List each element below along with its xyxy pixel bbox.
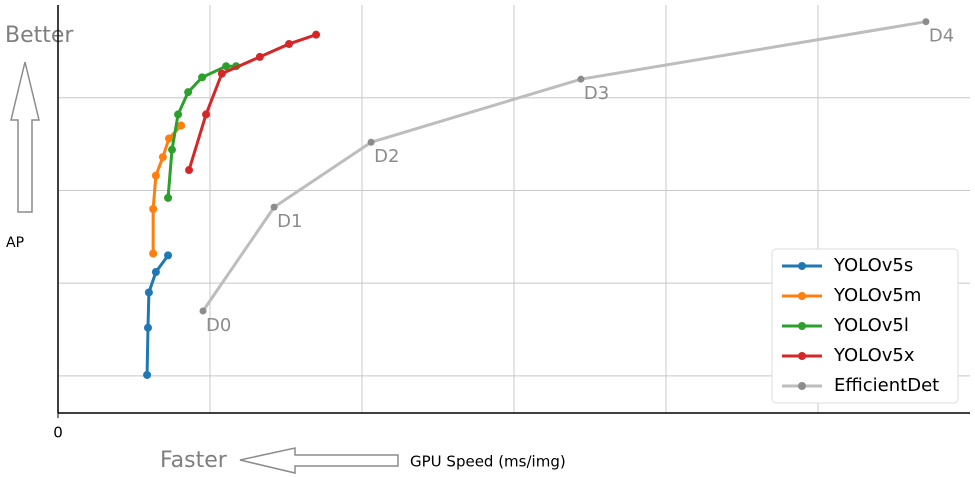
point <box>367 138 375 146</box>
point <box>185 166 194 175</box>
legend-marker <box>798 382 806 390</box>
series-line <box>187 33 317 171</box>
legend: YOLOv5s YOLOv5m YOLOv5l YOLOv5x EfficientDet <box>771 248 959 404</box>
point <box>270 203 278 211</box>
point <box>143 370 152 379</box>
legend-label: YOLOv5m <box>833 285 921 306</box>
point <box>149 205 158 213</box>
point <box>164 193 173 202</box>
point <box>217 69 226 78</box>
legend-label: YOLOv5l <box>833 315 909 336</box>
point <box>577 75 585 83</box>
point <box>149 249 158 258</box>
x-tick-label: 0 <box>53 424 63 442</box>
legend-label: YOLOv5x <box>833 345 915 366</box>
point <box>174 110 183 119</box>
point <box>222 62 231 71</box>
point <box>151 171 160 180</box>
legend-marker <box>798 262 806 270</box>
point <box>184 88 193 97</box>
point <box>164 134 173 143</box>
y-axis-label: AP <box>6 235 24 251</box>
point-label: D4 <box>929 26 954 47</box>
legend-marker <box>798 352 806 360</box>
legend-label: EfficientDet <box>834 375 939 396</box>
point <box>168 145 176 154</box>
point <box>198 73 207 82</box>
point <box>158 153 167 162</box>
point-label: D0 <box>206 315 231 336</box>
point <box>143 323 152 332</box>
up-arrow <box>10 61 40 213</box>
left-arrow <box>239 447 399 474</box>
point <box>164 251 173 260</box>
point <box>285 39 294 48</box>
legend-marker <box>798 322 806 330</box>
series-line <box>151 124 183 254</box>
faster-annotation: Faster <box>160 448 228 473</box>
point-label: D1 <box>277 211 302 232</box>
point <box>199 307 207 315</box>
point <box>202 110 211 119</box>
point <box>151 268 160 277</box>
legend-marker <box>798 292 806 300</box>
point <box>255 52 264 61</box>
point <box>144 288 153 297</box>
x-axis-label: GPU Speed (ms/img) <box>410 453 566 471</box>
point <box>922 18 930 26</box>
point-label: D2 <box>374 146 399 167</box>
better-annotation: Better <box>5 23 74 48</box>
point-label: D3 <box>584 83 609 104</box>
point <box>177 121 186 130</box>
legend-label: YOLOv5s <box>833 255 913 276</box>
legend-box <box>771 248 959 404</box>
point <box>312 30 321 39</box>
